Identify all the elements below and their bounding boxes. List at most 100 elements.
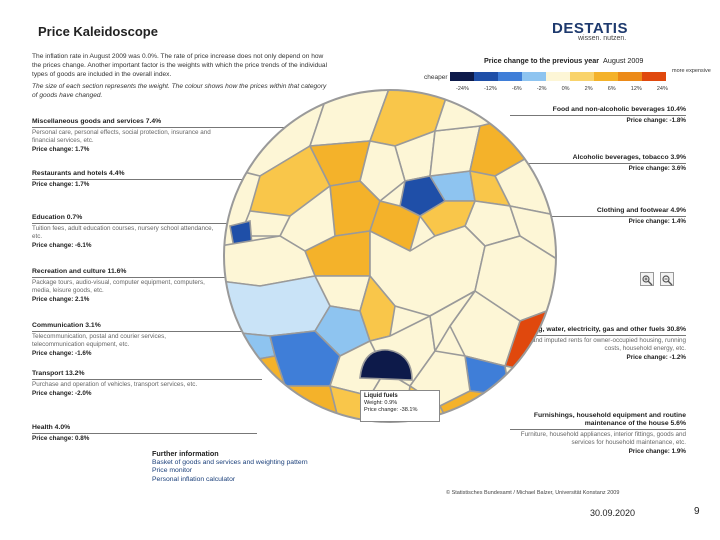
category-divider <box>510 335 686 336</box>
category-label-left[interactable]: Miscellaneous goods and services 7.4% Per… <box>32 118 287 154</box>
copyright: © Statistisches Bundesamt / Michael Balz… <box>446 490 620 496</box>
category-name: Alcoholic beverages, tobacco 3.9% <box>572 154 686 161</box>
category-divider <box>510 163 686 164</box>
legend-tick: -6% <box>511 86 522 92</box>
intro-paragraph-2: The size of each section represents the … <box>32 83 327 99</box>
category-price-change: Price change: 1.7% <box>32 181 90 188</box>
legend-tick: 12% <box>630 86 642 92</box>
legend-tick: -24% <box>456 86 469 92</box>
link-basket-of-goods[interactable]: Basket of goods and services and weighti… <box>152 458 308 466</box>
legend-tick: 24% <box>656 86 668 92</box>
cell-furnishing-2[interactable] <box>504 365 560 426</box>
intro-paragraph-1: The inflation rate in August 2009 was 0.… <box>32 53 328 78</box>
category-divider <box>510 115 686 116</box>
legend-swatch <box>522 72 546 81</box>
legend-more-expensive-label: more expensive <box>672 68 711 74</box>
category-price-change: Price change: 1.4% <box>628 218 686 225</box>
category-label-right[interactable]: Food and non-alcoholic beverages 10.4% Pr… <box>510 106 686 125</box>
zoom-in-button[interactable] <box>640 272 654 286</box>
slide-date: 30.09.2020 <box>590 508 636 518</box>
category-name: Education 0.7% <box>32 214 83 221</box>
link-price-monitor[interactable]: Price monitor <box>152 467 193 474</box>
category-divider <box>510 216 686 217</box>
cell-liquid-fuels[interactable] <box>359 349 413 381</box>
legend-swatch <box>474 72 498 81</box>
kaleidoscope-outline <box>223 89 557 423</box>
cell-clothing-2[interactable] <box>508 204 560 263</box>
page-number: 9 <box>694 506 700 517</box>
category-divider <box>32 379 262 380</box>
legend-swatch <box>642 72 666 81</box>
category-price-change: Price change: 3.6% <box>628 165 686 172</box>
category-label-left[interactable]: Recreation and culture 11.6% Package tour… <box>32 268 272 304</box>
category-price-change: Price change: -6.1% <box>32 242 92 249</box>
category-description: Furniture, household appliances, interio… <box>520 431 686 446</box>
legend-swatch <box>570 72 594 81</box>
category-price-change: Price change: 2.1% <box>32 296 90 303</box>
category-name: Miscellaneous goods and services 7.4% <box>32 118 162 125</box>
category-name: Recreation and culture 11.6% <box>32 268 127 275</box>
category-name: Housing, water, electricity, gas and oth… <box>515 326 686 333</box>
category-divider <box>510 429 686 430</box>
logo-tagline: wissen. nutzen. <box>578 35 627 42</box>
category-description: Personal care, personal effects, social … <box>32 129 211 144</box>
legend-tick: -2% <box>536 86 547 92</box>
category-name: Furnishings, household equipment and rou… <box>533 412 686 427</box>
category-name: Restaurants and hotels 4.4% <box>32 170 125 177</box>
category-price-change: Price change: 1.9% <box>628 448 686 455</box>
category-label-right[interactable]: Alcoholic beverages, tobacco 3.9% Price c… <box>510 154 686 173</box>
zoom-out-button[interactable] <box>660 272 674 286</box>
tooltip-name: Liquid fuels <box>364 393 398 399</box>
category-label-left[interactable]: Education 0.7% Tuition fees, adult educat… <box>32 214 277 250</box>
legend-swatch <box>450 72 474 81</box>
link-inflation-calculator[interactable]: Personal inflation calculator <box>152 475 236 483</box>
cell-tooltip: Liquid fuels Weight: 0.9% Price change: … <box>360 390 440 422</box>
tooltip-price: Price change: -38.1% <box>364 407 418 413</box>
page-title: Price Kaleidoscope <box>38 24 158 39</box>
category-price-change: Price change: -2.0% <box>32 390 92 397</box>
legend-title: Price change to the previous year August… <box>484 56 643 65</box>
category-label-left[interactable]: Restaurants and hotels 4.4% Price change:… <box>32 170 282 189</box>
legend-swatch <box>546 72 570 81</box>
legend-month: August 2009 <box>603 56 644 65</box>
intro-text: The inflation rate in August 2009 was 0.… <box>32 52 332 103</box>
category-label-right[interactable]: Clothing and footwear 4.9% Price change: … <box>510 207 686 226</box>
category-label-right[interactable]: Housing, water, electricity, gas and oth… <box>510 326 686 362</box>
category-divider <box>32 223 277 224</box>
category-price-change: Price change: 0.8% <box>32 435 90 442</box>
category-description: Purchase and operation of vehicles, tran… <box>32 381 198 388</box>
category-label-left[interactable]: Transport 13.2% Purchase and operation of… <box>32 370 262 398</box>
cell-housing-2[interactable] <box>359 274 396 342</box>
legend-title-text: Price change to the previous year <box>484 56 600 65</box>
cell-housing-7[interactable] <box>429 290 476 354</box>
category-name: Clothing and footwear 4.9% <box>596 207 686 214</box>
category-name: Food and non-alcoholic beverages 10.4% <box>552 106 686 113</box>
cell-communication-1[interactable] <box>220 275 331 337</box>
further-heading: Further information <box>152 449 219 458</box>
category-label-left[interactable]: Health 4.0% Price change: 0.8% <box>32 424 257 443</box>
category-price-change: Price change: -1.8% <box>626 117 687 124</box>
category-price-change: Price change: 1.7% <box>32 146 90 153</box>
category-name: Transport 13.2% <box>32 370 85 377</box>
legend-swatch <box>498 72 522 81</box>
category-name: Health 4.0% <box>32 424 71 431</box>
cell-recreation-2[interactable] <box>369 200 421 253</box>
cell-transport-2[interactable] <box>220 355 286 426</box>
legend-tick: -12% <box>483 86 497 92</box>
logo-brand: DESTATIS <box>552 20 628 37</box>
category-label-right[interactable]: Furnishings, household equipment and rou… <box>510 412 686 456</box>
category-divider <box>32 277 272 278</box>
legend-swatch <box>594 72 618 81</box>
category-description: Tuition fees, adult education courses, n… <box>32 225 214 240</box>
category-label-left[interactable]: Communication 3.1% Telecommunication, pos… <box>32 322 267 358</box>
price-kaleidoscope-chart[interactable] <box>220 86 560 426</box>
category-divider <box>32 433 257 434</box>
legend-tick: 6% <box>607 86 616 92</box>
zoom-in-icon <box>642 275 653 286</box>
legend-color-scale <box>450 72 666 81</box>
further-information: Further information Basket of goods and … <box>152 449 308 484</box>
tooltip-weight: Weight: 0.9% <box>364 400 398 406</box>
category-divider <box>32 331 267 332</box>
cell-transport-3[interactable] <box>258 385 342 426</box>
cell-food-6[interactable] <box>433 86 522 132</box>
